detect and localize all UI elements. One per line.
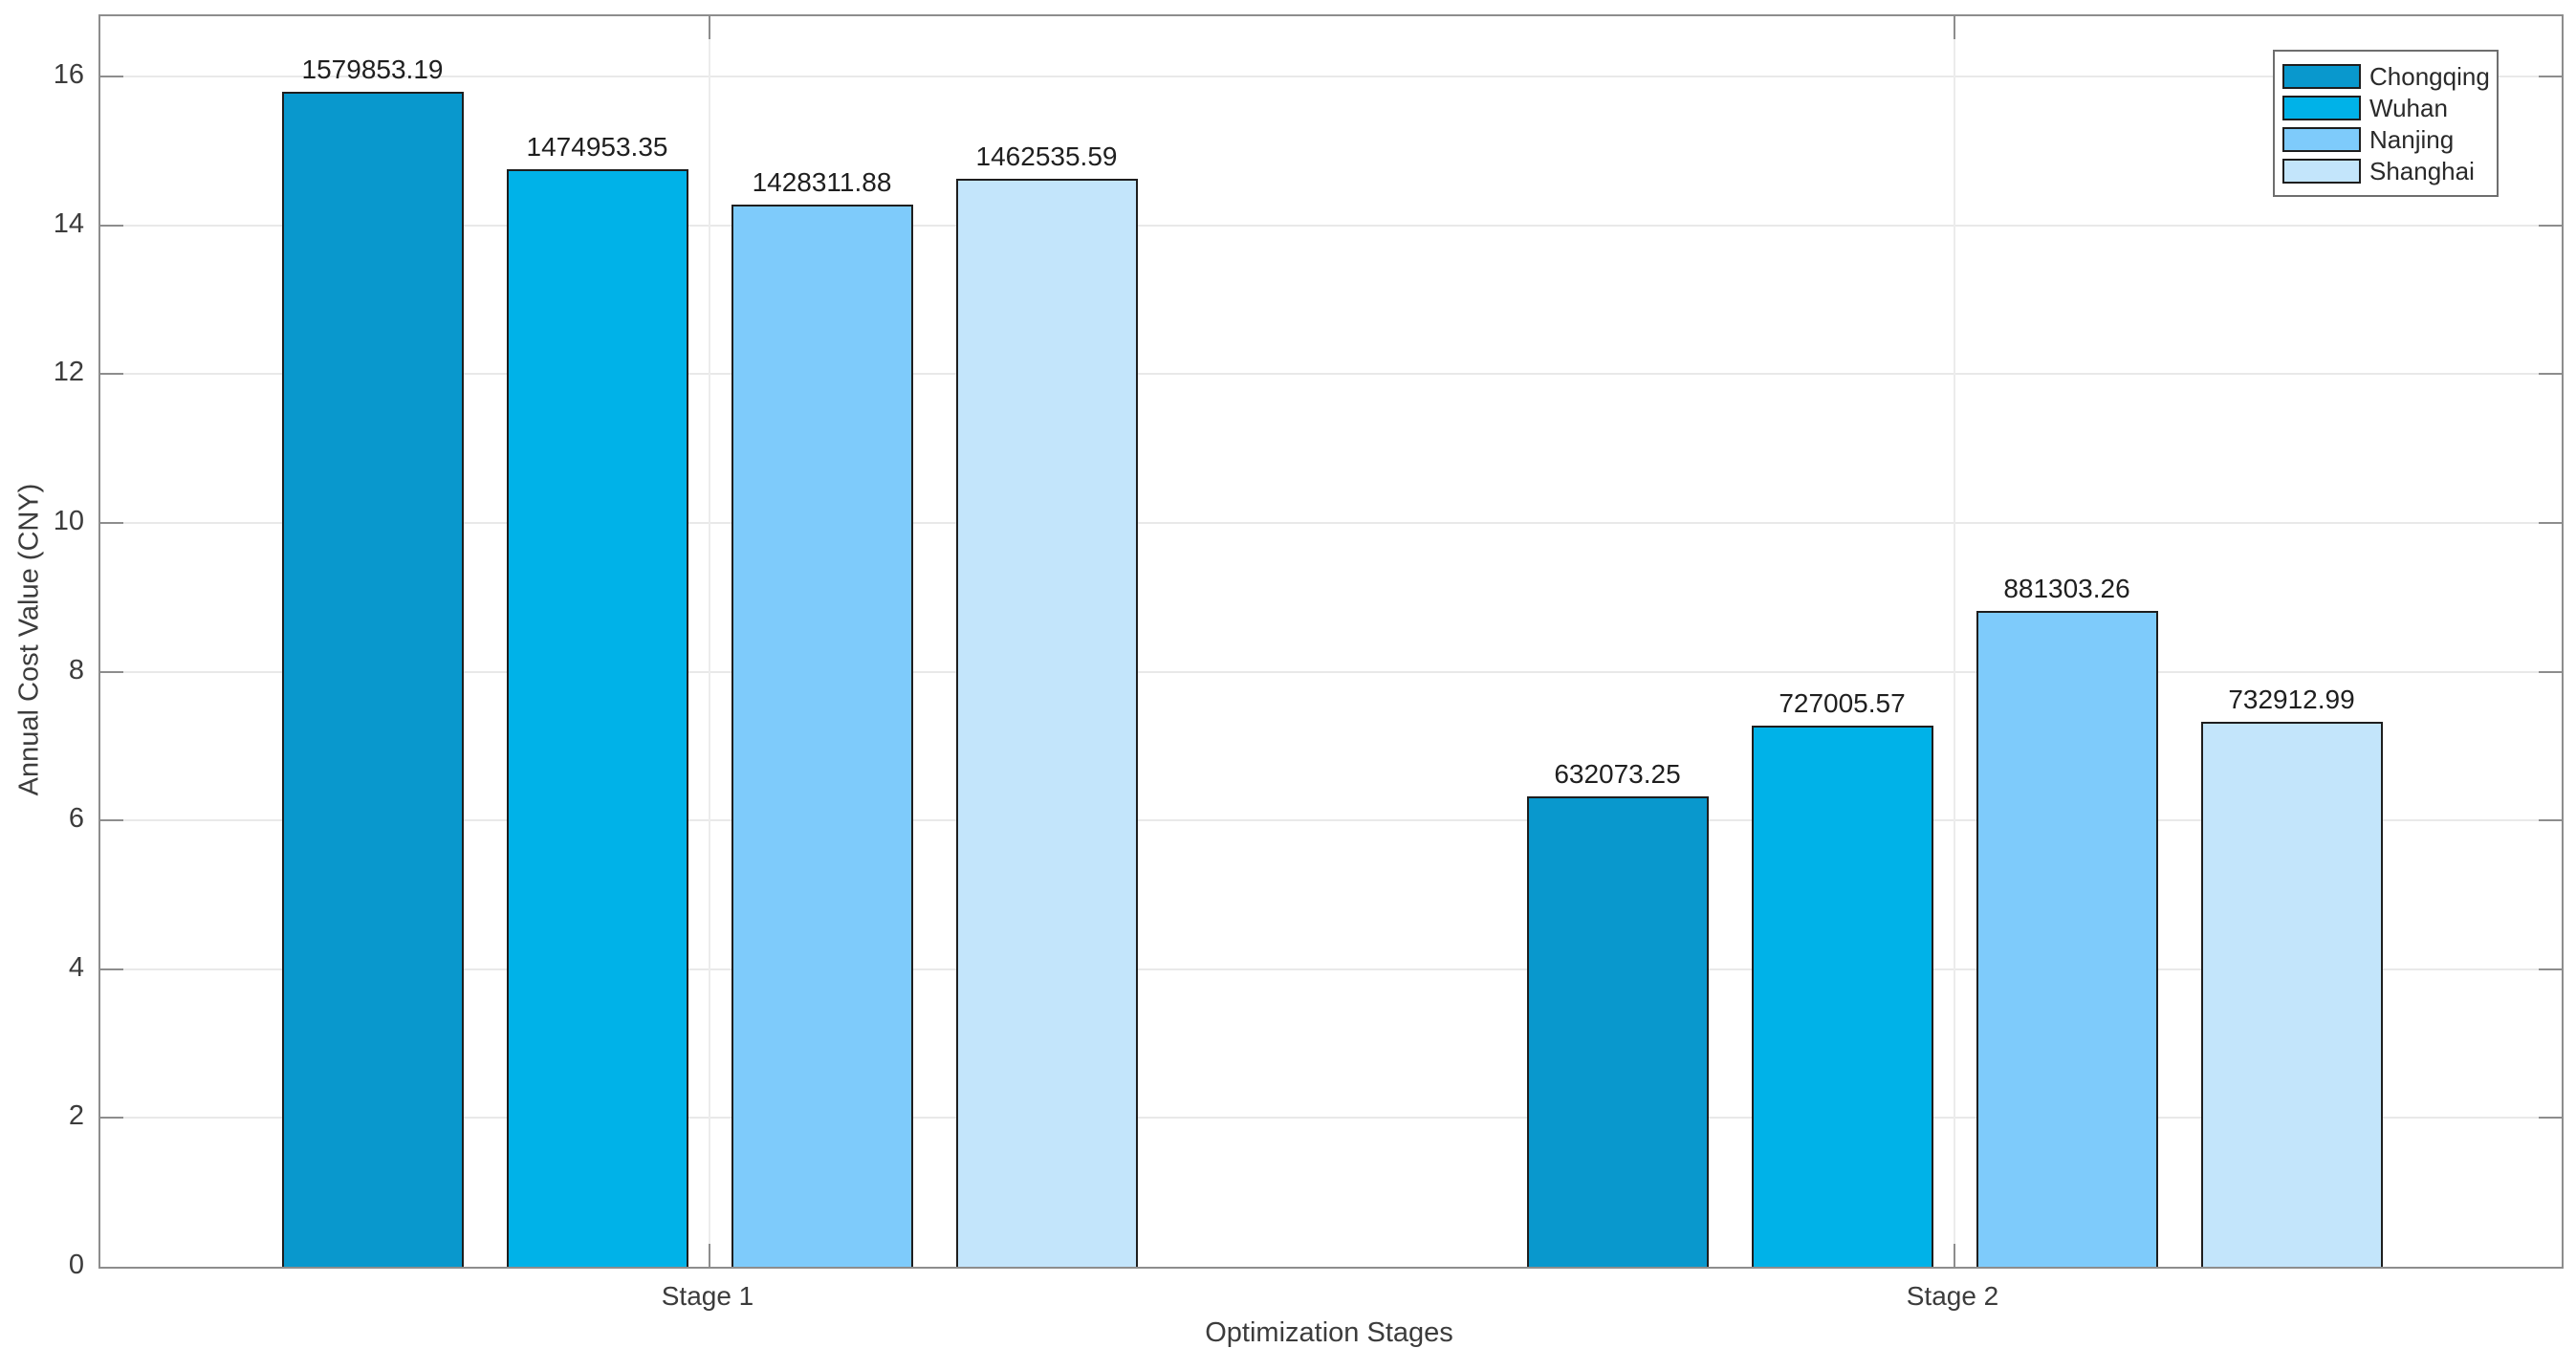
bar-shanghai-stage-2 [2200, 721, 2383, 1267]
gridline-y-2 [100, 1117, 2562, 1120]
y-tick-mark-left-6 [100, 819, 123, 822]
legend-label-nanjing: Nanjing [2369, 124, 2455, 154]
y-tick-mark-left-8 [100, 670, 123, 673]
y-tick-mark-left-16 [100, 76, 123, 77]
x-category-label-1: Stage 1 [661, 1281, 754, 1311]
bar-value-label-shanghai-stage-1: 1462535.59 [975, 141, 1118, 171]
y-tick-mark-left-12 [100, 373, 123, 376]
bar-wuhan-stage-2 [1751, 726, 1933, 1267]
x-category-label-2: Stage 2 [1906, 1281, 1999, 1311]
x-tick-mark-top-2 [1954, 16, 1955, 39]
y-tick-label-10: 10 [53, 505, 84, 536]
bar-shanghai-stage-1 [955, 178, 1138, 1267]
gridline-x-2 [1954, 16, 1955, 1267]
legend-swatch-nanjing [2282, 126, 2361, 152]
legend-entry-shanghai: Shanghai [2282, 155, 2489, 186]
legend: Chongqing Wuhan Nanjing Shanghai [2273, 50, 2499, 197]
bar-value-label-nanjing-stage-1: 1428311.88 [752, 166, 892, 197]
y-tick-label-12: 12 [53, 357, 84, 388]
y-tick-mark-right-16 [2539, 76, 2562, 77]
gridline-y-8 [100, 670, 2562, 673]
gridline-y-12 [100, 373, 2562, 376]
gridline-y-10 [100, 521, 2562, 524]
bar-value-label-wuhan-stage-2: 727005.57 [1779, 688, 1906, 719]
y-tick-mark-right-4 [2539, 968, 2562, 970]
gridline-y-16 [100, 76, 2562, 77]
y-tick-label-4: 4 [68, 951, 84, 983]
bar-value-label-chongqing-stage-2: 632073.25 [1554, 759, 1681, 790]
bar-value-label-wuhan-stage-1: 1474953.35 [526, 132, 668, 163]
y-tick-mark-left-14 [100, 224, 123, 227]
bar-nanjing-stage-2 [1976, 611, 2158, 1267]
legend-swatch-chongqing [2282, 63, 2361, 89]
y-tick-mark-left-2 [100, 1117, 123, 1120]
y-tick-label-8: 8 [68, 654, 84, 685]
y-tick-mark-right-8 [2539, 670, 2562, 673]
bar-wuhan-stage-1 [506, 169, 688, 1267]
gridline-y-6 [100, 819, 2562, 822]
legend-label-shanghai: Shanghai [2369, 156, 2475, 185]
y-tick-label-0: 0 [68, 1250, 84, 1280]
legend-swatch-shanghai [2282, 158, 2361, 184]
y-tick-mark-left-4 [100, 968, 123, 970]
x-tick-mark-bottom-2 [1954, 1244, 1955, 1267]
y-tick-label-14: 14 [53, 207, 84, 239]
x-tick-mark-top-1 [709, 16, 710, 39]
gridline-x-1 [709, 16, 710, 1267]
y-tick-mark-right-14 [2539, 224, 2562, 227]
legend-label-chongqing: Chongqing [2369, 61, 2490, 91]
gridline-y-14 [100, 224, 2562, 227]
bar-value-label-nanjing-stage-2: 881303.26 [2003, 574, 2130, 604]
y-tick-mark-right-2 [2539, 1117, 2562, 1120]
bar-nanjing-stage-1 [731, 204, 913, 1267]
y-tick-label-6: 6 [68, 803, 84, 835]
y-tick-label-16: 16 [53, 59, 84, 90]
y-tick-mark-right-6 [2539, 819, 2562, 822]
y-tick-mark-right-12 [2539, 373, 2562, 376]
legend-swatch-wuhan [2282, 95, 2361, 120]
legend-label-wuhan: Wuhan [2369, 93, 2448, 122]
gridline-y-4 [100, 968, 2562, 970]
legend-entry-wuhan: Wuhan [2282, 92, 2489, 123]
y-tick-label-2: 2 [68, 1100, 84, 1132]
legend-entry-chongqing: Chongqing [2282, 60, 2490, 92]
bar-chongqing-stage-1 [281, 91, 464, 1267]
y-tick-mark-left-10 [100, 521, 123, 524]
plot-area: 1579853.19 632073.25 1474953.35 727005.57 14… [98, 14, 2564, 1269]
bar-chongqing-stage-2 [1526, 796, 1709, 1267]
x-tick-mark-bottom-1 [709, 1244, 710, 1267]
legend-entry-nanjing: Nanjing [2282, 123, 2489, 155]
y-tick-mark-right-10 [2539, 521, 2562, 524]
bar-value-label-shanghai-stage-2: 732912.99 [2228, 684, 2355, 714]
bar-value-label-chongqing-stage-1: 1579853.19 [301, 54, 444, 84]
x-axis-title: Optimization Stages [1205, 1317, 1453, 1348]
